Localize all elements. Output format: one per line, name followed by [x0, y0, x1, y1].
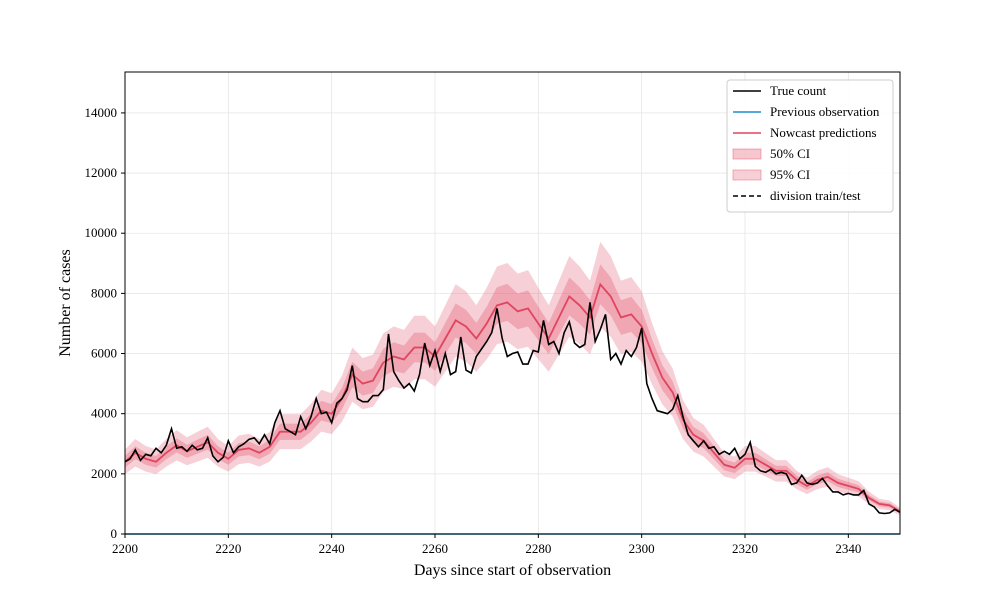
plot-frame: [124, 71, 901, 535]
x-tick-label: 2300: [629, 541, 655, 556]
y-tick-label: 4000: [91, 406, 117, 421]
y-tick-label: 6000: [91, 346, 117, 361]
legend-label: 95% CI: [770, 167, 810, 182]
x-tick-label: 2340: [835, 541, 861, 556]
y-tick-label: 8000: [91, 285, 117, 300]
y-tick-label: 10000: [85, 225, 118, 240]
legend: True count Previous observation Nowcast pr…: [726, 79, 894, 213]
x-tick-label: 2200: [112, 541, 138, 556]
y-axis-ticks: 0 2000 4000 6000 8000 10000 12000 14000: [85, 105, 125, 541]
legend-box: [726, 79, 894, 213]
grid-lines: [124, 72, 900, 535]
x-tick-label: 2320: [732, 541, 758, 556]
legend-swatch: [732, 169, 762, 181]
legend-label: 50% CI: [770, 146, 810, 161]
confidence-bands: [125, 241, 900, 516]
ci50-band: [125, 264, 900, 514]
x-tick-label: 2260: [422, 541, 448, 556]
legend-label: True count: [770, 83, 827, 98]
legend-swatch: [732, 148, 762, 160]
y-axis-label: Number of cases: [57, 249, 74, 357]
y-tick-label: 0: [111, 526, 118, 541]
legend-label: Nowcast predictions: [770, 125, 877, 140]
x-tick-label: 2280: [525, 541, 551, 556]
legend-label: division train/test: [770, 188, 861, 203]
x-axis-label: Days since start of observation: [414, 562, 611, 579]
y-tick-label: 14000: [85, 105, 118, 120]
nowcast-line: [124, 282, 901, 513]
x-axis-ticks: 2200 2220 2240 2260 2280 2300 2320 2340: [112, 534, 861, 556]
legend-label: Previous observation: [770, 104, 880, 119]
x-tick-label: 2240: [319, 541, 345, 556]
y-tick-label: 12000: [85, 165, 118, 180]
true-count-line: [124, 302, 901, 515]
ci95-band: [125, 241, 900, 516]
x-tick-label: 2220: [215, 541, 241, 556]
y-tick-label: 2000: [91, 466, 117, 481]
